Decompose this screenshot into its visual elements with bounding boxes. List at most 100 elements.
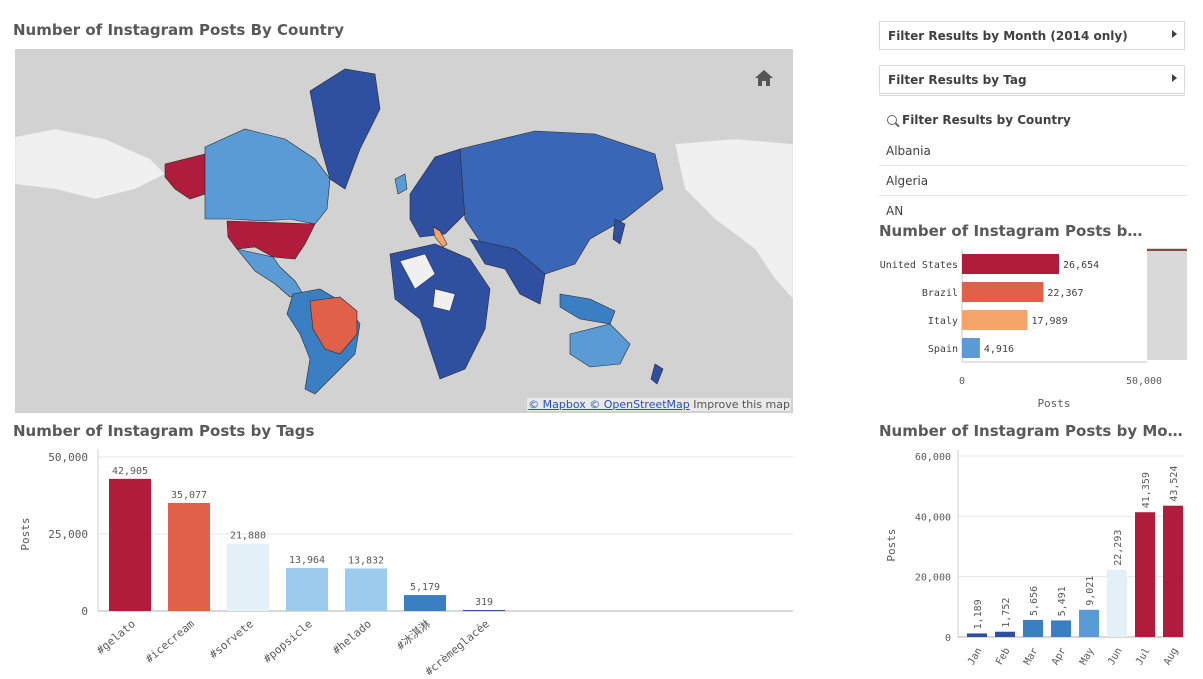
category-label: Jan (966, 646, 985, 667)
category-label: Mar (1022, 646, 1041, 667)
mapbox-osm-link[interactable]: © Mapbox © OpenStreetMap (528, 398, 690, 411)
list-item-label: Algeria (886, 174, 929, 188)
data-label: 26,654 (1063, 260, 1099, 271)
bar (962, 338, 980, 358)
category-label: Spain (928, 344, 958, 355)
improve-map-text[interactable]: Improve this map (693, 398, 790, 411)
data-label: 17,989 (1031, 316, 1067, 327)
month-chart-title: Number of Instagram Posts by Month (879, 422, 1189, 440)
map-country-uk[interactable] (394, 173, 408, 195)
category-label: Italy (928, 316, 958, 327)
month-chart-svg[interactable]: 60,000 40,000 20,000 0 Posts 1,189 Jan 1,752 Feb… (879, 445, 1194, 675)
world-map[interactable]: © Mapbox © OpenStreetMap Improve this ma… (15, 49, 793, 413)
filter-tag-label: Filter Results by Tag (888, 73, 1027, 87)
country-bar-chart[interactable]: United States 26,654 Brazil 22,367 Italy 17,9… (879, 245, 1189, 415)
filter-month-label: Filter Results by Month (2014 only) (888, 29, 1128, 43)
y-tick-label: 50,000 (48, 451, 88, 464)
bar (345, 568, 387, 611)
filter-month-dropdown[interactable]: Filter Results by Month (2014 only) (879, 21, 1185, 50)
map-region-no-data (399, 253, 436, 290)
category-label: Feb (994, 646, 1013, 667)
filter-tag-dropdown[interactable]: Filter Results by Tag (879, 65, 1185, 96)
data-label: 5,491 (1057, 586, 1068, 616)
x-axis-label: Posts (1037, 397, 1070, 410)
bar (962, 282, 1044, 302)
category-label: Jun (1106, 646, 1125, 667)
map-canvas[interactable] (15, 49, 793, 413)
list-item[interactable]: Algeria (879, 166, 1187, 196)
scrollbar (1147, 248, 1187, 360)
category-label: #icecream (143, 617, 197, 666)
category-label: May (1078, 646, 1097, 667)
data-label: 35,077 (171, 490, 207, 501)
map-country-brazil[interactable] (309, 296, 358, 355)
category-label: Apr (1050, 646, 1069, 667)
data-label: 13,964 (289, 555, 325, 566)
map-region-no-data (674, 138, 793, 300)
category-label: #gelato (94, 617, 138, 657)
country-filter-listbox[interactable]: Filter Results by Country Albania Algeri… (879, 107, 1187, 217)
home-icon[interactable] (753, 68, 775, 88)
list-item[interactable]: Albania (879, 136, 1187, 166)
country-chart-svg[interactable]: United States 26,654 Brazil 22,367 Italy 17,9… (879, 245, 1189, 415)
bar (286, 567, 328, 611)
y-tick-label: 0 (945, 633, 951, 644)
bar (962, 310, 1028, 330)
tags-bar-chart[interactable]: 50,000 25,000 0 Posts 42,905 #gelato 35,077 #ic… (13, 445, 803, 678)
bar (995, 631, 1015, 637)
bar (1163, 505, 1183, 637)
data-label: 1,189 (973, 599, 984, 629)
map-country-canada[interactable] (204, 128, 331, 225)
map-country-australia[interactable] (569, 323, 631, 368)
data-label: 21,880 (230, 531, 266, 542)
category-label: #sorvete (207, 617, 256, 661)
category-label: Aug (1162, 646, 1181, 667)
y-tick-label: 60,000 (915, 452, 951, 463)
country-search-row[interactable]: Filter Results by Country (879, 107, 1187, 135)
bar (168, 502, 210, 611)
data-label: 1,752 (1001, 598, 1012, 628)
map-country-usa-alaska[interactable] (164, 153, 206, 200)
category-label: #冰淇淋 (394, 617, 433, 652)
map-region-southeast-asia[interactable] (559, 293, 616, 325)
data-label: 43,524 (1169, 466, 1180, 502)
map-country-greenland[interactable] (309, 68, 381, 190)
bar (109, 478, 151, 611)
map-country-japan[interactable] (612, 218, 626, 245)
y-tick-label: 40,000 (915, 512, 951, 523)
data-label: 5,656 (1029, 586, 1040, 616)
category-label: United States (880, 260, 958, 271)
map-region-no-data (15, 128, 166, 200)
data-label: 42,905 (112, 466, 148, 477)
bar (1023, 619, 1043, 637)
tags-chart-title: Number of Instagram Posts by Tags (13, 422, 315, 440)
map-region-south-asia[interactable] (469, 238, 546, 305)
bar (1135, 512, 1155, 637)
y-axis-label: Posts (885, 528, 898, 561)
bar (967, 633, 987, 637)
data-label: 22,367 (1047, 288, 1083, 299)
y-axis-label: Posts (19, 517, 32, 550)
category-label: #crèmeglacée (423, 617, 492, 675)
data-label: 22,293 (1113, 530, 1124, 566)
tags-chart-svg[interactable]: 50,000 25,000 0 Posts 42,905 #gelato 35,077 #ic… (13, 445, 803, 678)
y-tick-label: 25,000 (48, 528, 88, 541)
map-country-italy[interactable] (432, 226, 448, 248)
map-attribution: © Mapbox © OpenStreetMap Improve this ma… (527, 398, 791, 411)
list-item[interactable]: AN (879, 196, 1187, 217)
search-icon[interactable] (887, 115, 897, 125)
map-country-new-zealand[interactable] (650, 363, 664, 385)
bar (962, 254, 1060, 274)
category-label: #helado (330, 617, 374, 657)
data-label: 319 (475, 597, 493, 608)
data-label: 9,021 (1085, 576, 1096, 606)
category-label: #popsicle (261, 617, 315, 665)
list-item-label: AN (886, 204, 904, 217)
bar (227, 543, 269, 611)
month-bar-chart[interactable]: 60,000 40,000 20,000 0 Posts 1,189 Jan 1,752 Feb… (879, 445, 1194, 675)
map-region-no-data (432, 288, 456, 312)
x-tick-label: 0 (959, 376, 965, 387)
caret-right-icon (1172, 30, 1177, 38)
bar (1051, 620, 1071, 637)
bar (463, 610, 505, 612)
